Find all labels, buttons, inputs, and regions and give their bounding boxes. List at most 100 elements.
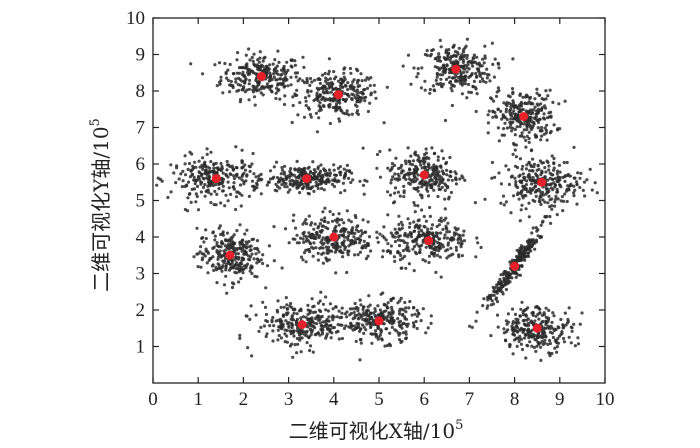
- scatter-point: [177, 177, 181, 181]
- scatter-point: [245, 62, 249, 66]
- scatter-point: [509, 211, 513, 215]
- scatter-point: [328, 121, 332, 126]
- scatter-point: [186, 196, 190, 200]
- scatter-point: [431, 168, 435, 172]
- scatter-point: [318, 234, 322, 238]
- scatter-point: [223, 204, 227, 208]
- scatter-point: [314, 97, 318, 101]
- scatter-point: [264, 312, 269, 317]
- scatter-point: [436, 253, 440, 257]
- scatter-point: [495, 289, 499, 293]
- scatter-point: [316, 165, 320, 169]
- scatter-point: [247, 164, 251, 168]
- scatter-point: [250, 271, 254, 276]
- scatter-point: [294, 175, 298, 179]
- scatter-point: [194, 200, 198, 204]
- scatter-point: [369, 332, 373, 336]
- scatter-point: [565, 199, 569, 204]
- scatter-point: [331, 98, 335, 102]
- scatter-point: [327, 105, 331, 109]
- scatter-point: [310, 221, 314, 225]
- scatter-point: [240, 238, 244, 242]
- scatter-point: [539, 223, 543, 227]
- scatter-point: [551, 335, 556, 340]
- scatter-point: [339, 229, 343, 234]
- scatter-point: [337, 212, 341, 216]
- scatter-point: [216, 255, 220, 259]
- scatter-point: [349, 220, 353, 224]
- scatter-point: [530, 179, 534, 183]
- scatter-point: [524, 194, 528, 198]
- scatter-point: [373, 307, 377, 311]
- scatter-point: [291, 103, 295, 108]
- scatter-point: [242, 74, 246, 78]
- scatter-point: [436, 241, 440, 245]
- scatter-point: [255, 261, 259, 265]
- scatter-point: [214, 183, 218, 187]
- scatter-point: [417, 226, 421, 230]
- scatter-point: [332, 70, 336, 74]
- scatter-point: [424, 147, 428, 151]
- scatter-point: [328, 302, 332, 306]
- scatter-point: [316, 99, 320, 103]
- scatter-point: [511, 194, 516, 198]
- scatter-point: [308, 233, 312, 237]
- scatter-point: [319, 309, 323, 314]
- scatter-point: [276, 49, 280, 53]
- scatter-point: [410, 313, 414, 317]
- scatter-point: [543, 126, 547, 130]
- scatter-point: [342, 167, 346, 171]
- scatter-point: [240, 166, 244, 170]
- scatter-point: [434, 165, 438, 169]
- scatter-point: [353, 240, 357, 244]
- scatter-point: [572, 184, 576, 188]
- scatter-point: [244, 53, 248, 57]
- scatter-point: [221, 171, 225, 175]
- scatter-point: [413, 244, 417, 248]
- scatter-point: [286, 190, 290, 194]
- scatter-point: [413, 175, 417, 180]
- scatter-point: [187, 161, 192, 166]
- scatter-point: [320, 186, 324, 191]
- scatter-point: [461, 70, 466, 74]
- scatter-point: [529, 163, 533, 167]
- scatter-point: [349, 71, 353, 75]
- scatter-point: [335, 243, 340, 247]
- scatter-point: [505, 101, 509, 105]
- scatter-point: [271, 339, 275, 343]
- scatter-point: [524, 145, 528, 149]
- scatter-point: [578, 322, 582, 326]
- scatter-point: [304, 99, 308, 103]
- x-tick-label: 1: [193, 389, 203, 410]
- scatter-point: [301, 315, 305, 319]
- scatter-point: [271, 315, 275, 320]
- scatter-point: [352, 235, 356, 239]
- scatter-point: [239, 262, 243, 266]
- scatter-point: [365, 311, 369, 315]
- scatter-point: [490, 176, 494, 180]
- scatter-point: [356, 84, 360, 89]
- scatter-point: [499, 279, 503, 284]
- scatter-point: [368, 303, 372, 307]
- scatter-point: [508, 260, 512, 264]
- scatter-point: [422, 159, 426, 163]
- scatter-point: [361, 218, 365, 222]
- scatter-point: [505, 126, 509, 130]
- scatter-point: [346, 230, 350, 234]
- scatter-point: [265, 183, 269, 187]
- scatter-point: [572, 191, 576, 195]
- scatter-point: [295, 88, 299, 92]
- scatter-point: [518, 125, 522, 129]
- scatter-point: [285, 311, 289, 315]
- scatter-point: [407, 249, 411, 253]
- scatter-point: [358, 329, 362, 333]
- scatter-point: [281, 322, 285, 326]
- scatter-point: [510, 174, 514, 178]
- scatter-point: [253, 187, 257, 191]
- scatter-point: [445, 236, 449, 240]
- scatter-point: [546, 342, 550, 346]
- scatter-point: [284, 296, 288, 300]
- scatter-point: [240, 79, 244, 83]
- scatter-point: [404, 162, 408, 166]
- scatter-point: [407, 262, 411, 266]
